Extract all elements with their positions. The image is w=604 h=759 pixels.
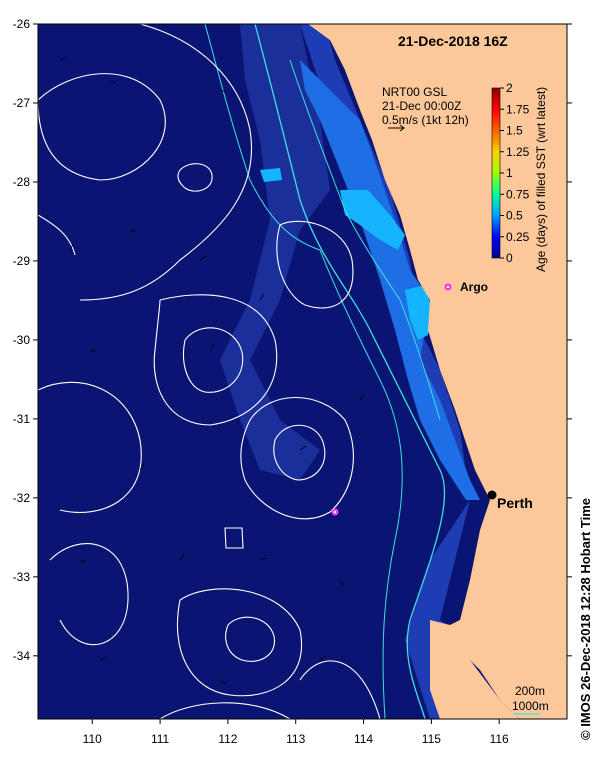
contour-east-loop [276, 220, 354, 309]
contour-perth-outer [240, 396, 354, 520]
lat-tick-label: -30 [13, 333, 31, 347]
longitude-ticks: 110 111 112 113 114 115 116 [83, 719, 509, 746]
legend-product: NRT00 GSL [382, 85, 447, 99]
colorbar-tick-label: 2 [506, 81, 513, 95]
contour-south-inner [225, 616, 275, 662]
ocean-coastal-cyan-4 [260, 168, 282, 182]
contour-mid-outer [153, 294, 278, 426]
colorbar-tick-label: 1 [506, 166, 513, 180]
contour-mid-inner [182, 327, 244, 393]
colorbar-tick-label: 1.5 [506, 124, 523, 138]
lon-tick-label: 115 [422, 732, 441, 746]
contour-south-west [38, 381, 142, 513]
colorbar: 0 0.25 0.5 0.75 1 1.25 1.5 1.75 2 [491, 81, 530, 265]
contour-north-west [38, 73, 166, 181]
contour-small-box [224, 527, 244, 549]
lon-tick-label: 111 [151, 732, 170, 746]
legend-time: 21-Dec 00:00Z [382, 99, 461, 113]
land-australia [308, 24, 567, 719]
legend-vector-scale: 0.5m/s (1kt 12h) [382, 113, 469, 127]
ocean-coastal-band [300, 60, 480, 500]
colorbar-tick-label: 0 [506, 251, 513, 265]
colorbar-label: Age (days) of filled SST (wrt latest) [534, 87, 548, 272]
lon-tick-label: 114 [354, 732, 373, 746]
legend-arrow-icon [388, 124, 405, 132]
colorbar-tick-label: 1.25 [506, 145, 530, 159]
map-frame [37, 23, 568, 720]
lat-tick-label: -31 [13, 412, 31, 426]
sla-contours [38, 24, 381, 719]
imos-credit: © IMOS 26-Dec-2018 12:28 Hobart Time [578, 498, 593, 740]
colorbar-gradient [491, 87, 501, 259]
ocean-coastal-cyan [340, 190, 405, 250]
ocean-mid-patch [220, 24, 330, 480]
perth-marker-icon [487, 490, 497, 500]
lat-tick-label: -33 [13, 570, 31, 584]
latitude-ticks: -26 -27 -28 -29 -30 -31 -32 -33 -34 [13, 17, 572, 663]
colorbar-tick-label: 0.75 [506, 187, 530, 201]
contour-west-band [38, 214, 76, 256]
map-title: 21-Dec-2018 16Z [398, 33, 508, 49]
lat-tick-label: -27 [13, 96, 31, 110]
lon-tick-label: 113 [286, 732, 305, 746]
contour-south-loop [49, 543, 129, 646]
lon-tick-label: 110 [83, 732, 102, 746]
depth-legend-200m: 200m [515, 684, 545, 698]
lat-tick-label: -29 [13, 254, 31, 268]
argo-marker-offshore-icon [331, 508, 339, 516]
argo-marker-icon [444, 283, 452, 291]
lon-tick-label: 112 [218, 732, 237, 746]
depth-legend-1000m: 1000m [512, 699, 549, 713]
contour-small-ring [177, 163, 213, 192]
land-south-coast [430, 620, 520, 719]
lon-tick-label: 116 [490, 732, 509, 746]
lat-tick-label: -32 [13, 491, 31, 505]
isobath-shelf-edge [289, 59, 441, 421]
colorbar-tick-label: 0.5 [506, 209, 523, 223]
lat-tick-label: -26 [13, 17, 31, 31]
perth-label: Perth [497, 495, 533, 511]
colorbar-tick-label: 0.25 [506, 230, 530, 244]
argo-label: Argo [460, 280, 488, 294]
contour-south-east [176, 588, 303, 697]
contour-north-loop [79, 24, 252, 301]
current-vectors [59, 57, 365, 685]
contour-bottom [159, 702, 291, 719]
isobath-200m [254, 24, 446, 719]
colorbar-tick-label: 1.75 [506, 102, 530, 116]
isobath-1000m [204, 24, 403, 719]
lat-tick-label: -28 [13, 175, 31, 189]
contour-bottom-2 [299, 660, 381, 719]
ocean-coastal-cyan-2 [405, 285, 432, 340]
contour-perth-inner [273, 424, 326, 481]
lat-tick-label: -34 [13, 649, 31, 663]
